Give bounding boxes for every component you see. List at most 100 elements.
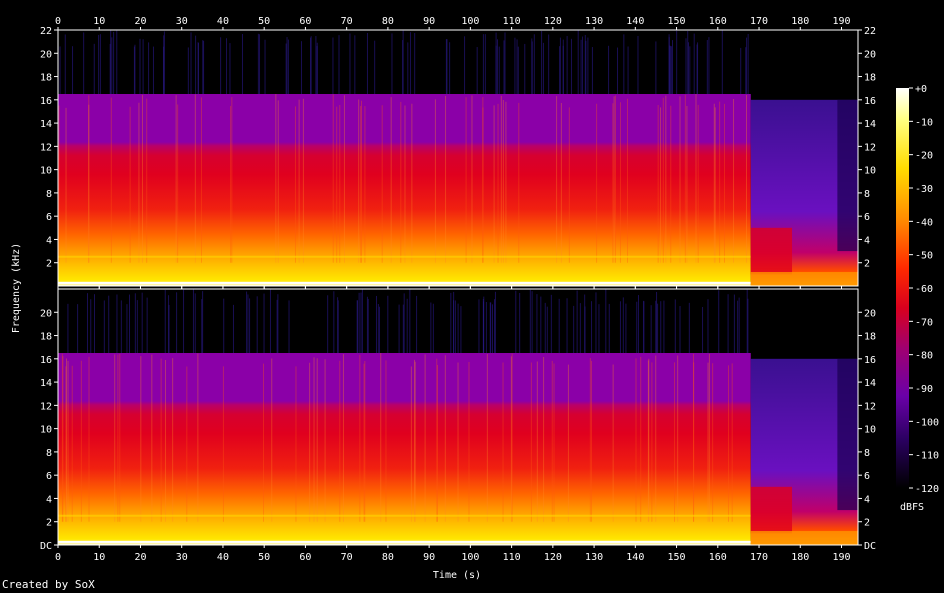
- x-tick-label-top: 30: [176, 16, 188, 27]
- y-tick-label: 10: [40, 166, 52, 177]
- x-tick-label-top: 170: [750, 16, 768, 27]
- tail-low-band: [750, 272, 858, 286]
- y-tick-label: DC: [40, 541, 52, 552]
- y-tick-label: 12: [40, 401, 52, 412]
- x-tick-label-top: 20: [134, 16, 146, 27]
- colorbar: +0 -10 -20 -30 -40 -50 -60 -70 -80 -90 -100 -110 -12…: [896, 84, 939, 513]
- credit-text: Created by SoX: [2, 578, 95, 591]
- low-freq-line: [58, 540, 751, 543]
- colorbar-tick-label: -50: [915, 251, 933, 262]
- colorbar-tick-label: -10: [915, 117, 933, 128]
- x-tick-label-top: 140: [626, 16, 644, 27]
- y-tick-label: 16: [40, 355, 52, 366]
- x-tick-label: 110: [503, 552, 521, 563]
- y-tick-label-right: 18: [864, 73, 876, 84]
- y-tick-label-right: 6: [864, 212, 870, 223]
- x-tick-label: 30: [176, 552, 188, 563]
- x-tick-label-top: 130: [585, 16, 603, 27]
- panel-frame: [57, 288, 859, 546]
- colorbar-scale: [896, 88, 909, 488]
- y-tick-label: 6: [46, 471, 52, 482]
- y-tick-label: 10: [40, 425, 52, 436]
- y-tick-label: 18: [40, 73, 52, 84]
- low-freq-line: [58, 281, 751, 284]
- y-tick-label-right: 12: [864, 142, 876, 153]
- y-axis-label: Frequency (kHz): [11, 243, 22, 333]
- low-freq-band: [58, 514, 751, 517]
- y-tick-label-right: 4: [864, 235, 870, 246]
- x-tick-label: 130: [585, 552, 603, 563]
- colorbar-tick-label: -20: [915, 151, 933, 162]
- x-tick-label: 70: [341, 552, 353, 563]
- panel-frame: [57, 29, 859, 287]
- y-tick-label-right: 14: [864, 378, 876, 389]
- x-tick-label: 60: [299, 552, 311, 563]
- tail-red-patch: [750, 227, 793, 275]
- y-tick-label-right: 8: [864, 448, 870, 459]
- y-tick-label: 8: [46, 448, 52, 459]
- colorbar-label: dBFS: [900, 502, 924, 513]
- y-tick-label-right: DC: [864, 541, 876, 552]
- y-tick-label-right: 14: [864, 119, 876, 130]
- x-tick-label-top: 80: [382, 16, 394, 27]
- y-tick-label: 14: [40, 378, 52, 389]
- y-tick-label: 14: [40, 119, 52, 130]
- y-tick-label-right: 16: [864, 96, 876, 107]
- colorbar-tick-label: -80: [915, 351, 933, 362]
- main-energy-band: [58, 94, 751, 286]
- y-tick-label: 4: [46, 235, 52, 246]
- y-tick-label: 20: [40, 308, 52, 319]
- x-tick-label: 90: [423, 552, 435, 563]
- tail-red-patch: [750, 486, 793, 534]
- x-tick-label-top: 10: [93, 16, 105, 27]
- colorbar-tick-label: +0: [915, 84, 927, 95]
- low-freq-band: [58, 255, 751, 258]
- x-tick-label: 50: [258, 552, 270, 563]
- tail-fade: [837, 358, 858, 511]
- x-tick-label-top: 110: [503, 16, 521, 27]
- x-tick-label-top: 190: [832, 16, 850, 27]
- y-tick-label-right: 20: [864, 308, 876, 319]
- tail-fade: [837, 99, 858, 252]
- y-tick-label: 2: [46, 259, 52, 270]
- y-tick-label-right: 4: [864, 494, 870, 505]
- x-tick-label: 160: [709, 552, 727, 563]
- x-tick-label-top: 40: [217, 16, 229, 27]
- y-tick-label: 16: [40, 96, 52, 107]
- x-tick-label: 180: [791, 552, 809, 563]
- x-tick-label-top: 160: [709, 16, 727, 27]
- colorbar-tick-label: -100: [915, 417, 939, 428]
- y-tick-label-right: 2: [864, 518, 870, 529]
- x-tick-label-top: 180: [791, 16, 809, 27]
- y-tick-label: 2: [46, 518, 52, 529]
- y-tick-label: 18: [40, 332, 52, 343]
- y-tick-label-right: 16: [864, 355, 876, 366]
- x-tick-label-top: 100: [461, 16, 479, 27]
- y-tick-label: 20: [40, 49, 52, 60]
- x-tick-label: 140: [626, 552, 644, 563]
- y-tick-label: 12: [40, 142, 52, 153]
- colorbar-tick-label: -110: [915, 451, 939, 462]
- x-tick-label: 40: [217, 552, 229, 563]
- colorbar-tick-label: -40: [915, 217, 933, 228]
- channel-1-spectrogram: [57, 29, 859, 287]
- y-tick-label: 6: [46, 212, 52, 223]
- x-tick-label-top: 60: [299, 16, 311, 27]
- x-tick-label-top: 150: [668, 16, 686, 27]
- x-tick-label-top: 90: [423, 16, 435, 27]
- y-tick-label-right: 22: [864, 26, 876, 37]
- x-tick-label: 80: [382, 552, 394, 563]
- x-tick-label: 10: [93, 552, 105, 563]
- y-tick-label-right: 10: [864, 425, 876, 436]
- x-tick-label-top: 0: [55, 16, 61, 27]
- x-tick-label-top: 70: [341, 16, 353, 27]
- y-tick-label-right: 2: [864, 259, 870, 270]
- x-tick-label: 100: [461, 552, 479, 563]
- colorbar-tick-label: -60: [915, 284, 933, 295]
- x-tick-label: 120: [544, 552, 562, 563]
- x-tick-label-top: 50: [258, 16, 270, 27]
- x-tick-label-top: 120: [544, 16, 562, 27]
- y-tick-label-right: 12: [864, 401, 876, 412]
- main-energy-band: [58, 353, 751, 545]
- y-tick-label: 4: [46, 494, 52, 505]
